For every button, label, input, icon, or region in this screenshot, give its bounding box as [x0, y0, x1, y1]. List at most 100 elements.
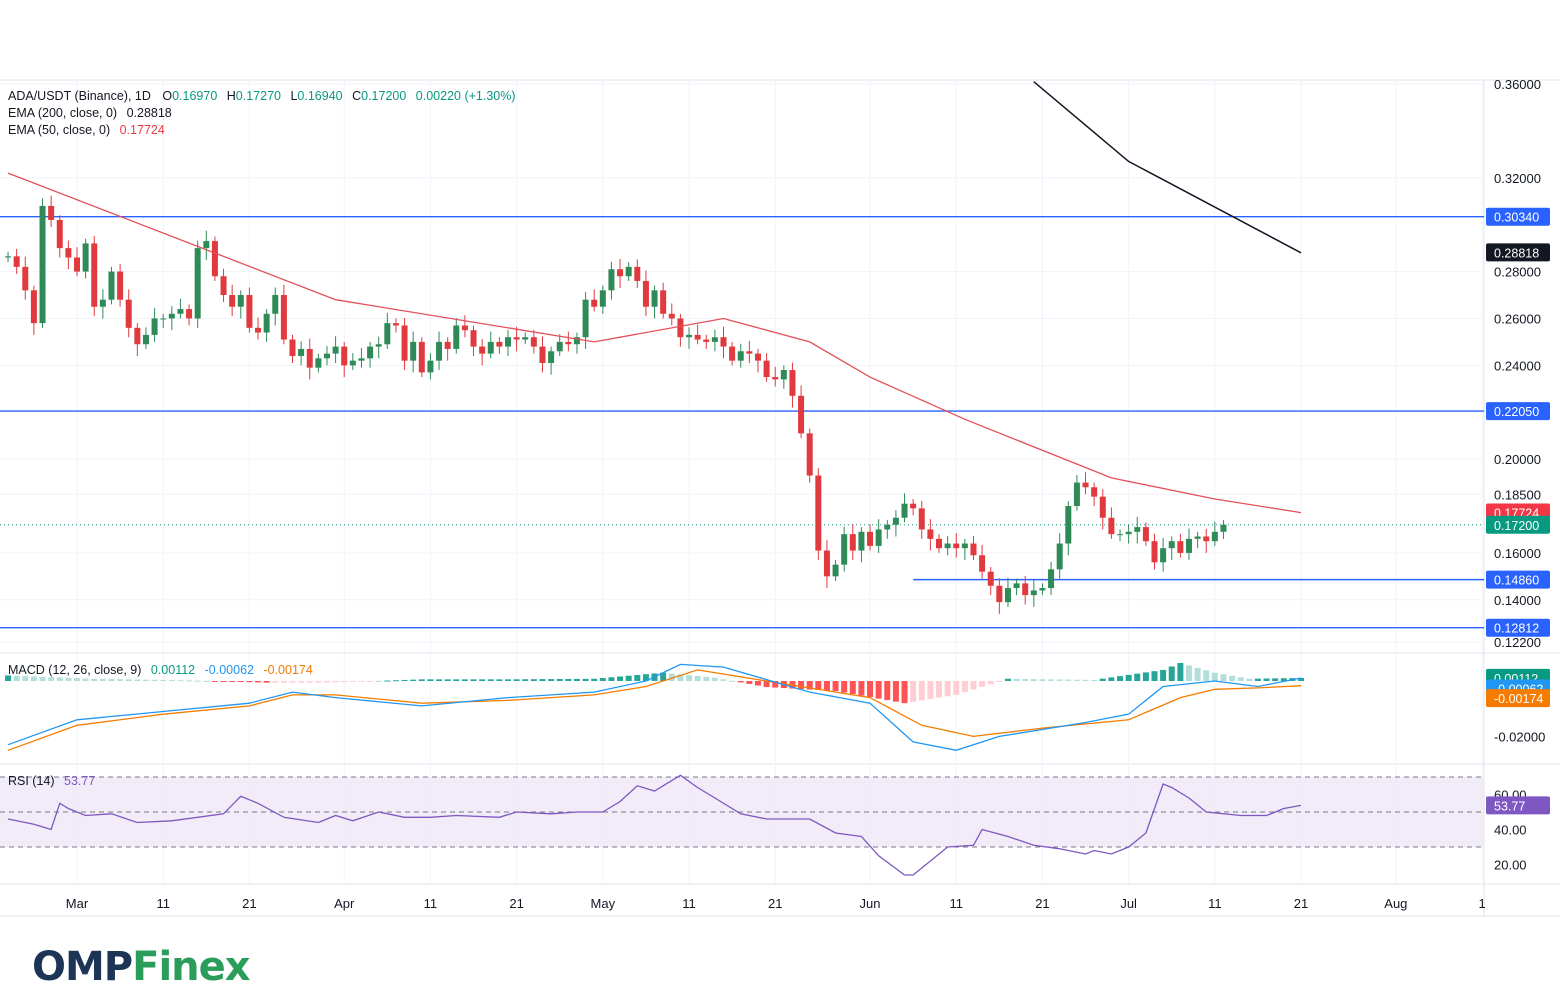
macd-hist-bar — [1013, 678, 1020, 681]
macd-hist-bar — [1056, 679, 1063, 681]
macd-hist-bar — [987, 681, 994, 685]
candle-body — [453, 325, 460, 349]
ema50-line — [7, 172, 1302, 514]
macd-hist-bar — [229, 681, 236, 682]
candle-body — [668, 313, 675, 319]
candle-body — [763, 360, 770, 378]
time-tick-label: May — [591, 896, 616, 911]
candle-body — [160, 318, 167, 320]
candle-body — [530, 337, 537, 347]
macd-hist-bar — [220, 681, 227, 682]
candle-body — [970, 543, 977, 556]
candle-body — [979, 555, 986, 572]
candle-body — [367, 346, 374, 359]
macd-hist-bar — [470, 679, 477, 681]
candle-body — [1004, 588, 1011, 603]
candle-body — [1177, 541, 1184, 553]
macd-hist-bar — [1263, 678, 1270, 681]
candle-body — [229, 295, 236, 307]
ema-lines — [7, 81, 1302, 514]
candle-body — [582, 299, 589, 338]
candle-body — [703, 339, 710, 342]
rsi-legend: RSI (14) 53.77 — [8, 774, 95, 788]
candle-body — [5, 256, 12, 258]
candle-body — [280, 295, 287, 340]
macd-hist-bar — [237, 681, 244, 682]
price-tick-label: 0.12200 — [1494, 635, 1541, 650]
macd-hist-bar — [815, 681, 822, 691]
candle-body — [754, 353, 761, 361]
candle-body — [255, 327, 262, 333]
time-tick-label: 21 — [242, 896, 256, 911]
candle-body — [48, 205, 55, 220]
macd-hist-bar — [479, 679, 486, 681]
candle-body — [858, 531, 865, 551]
macd-hist-bar — [711, 677, 718, 681]
price-tick-label: 0.32000 — [1494, 171, 1541, 186]
rsi-label: RSI (14) — [8, 774, 55, 788]
candle-body — [358, 358, 365, 361]
macd-hist-bar — [134, 679, 141, 681]
candle-body — [418, 341, 425, 373]
macd-hist-bar — [5, 675, 12, 681]
macd-hist-bar — [763, 681, 770, 688]
candle-body — [401, 325, 408, 361]
candle-body — [711, 337, 718, 342]
time-tick-label: 11 — [949, 896, 963, 911]
logo-part-omp: OMP — [32, 944, 133, 990]
candle-body — [737, 351, 744, 361]
time-tick-label: 1 — [1478, 896, 1485, 911]
candle-body — [1134, 527, 1141, 532]
candle-body — [487, 341, 494, 354]
macd-hist-bar — [867, 681, 874, 698]
candle-body — [1022, 583, 1029, 596]
price-tick-label: 0.26000 — [1494, 311, 1541, 326]
candle-body — [1203, 536, 1210, 542]
candle-body — [1117, 534, 1124, 536]
macd-hist-bar — [272, 681, 279, 683]
macd-hist-bar — [82, 678, 89, 681]
macd-hist-bar — [539, 679, 546, 681]
candle-body — [392, 323, 399, 326]
macd-hist-bar — [418, 679, 425, 681]
candle-body — [599, 290, 606, 307]
macd-hist-bar — [160, 679, 167, 681]
macd-hist-bar — [642, 674, 649, 681]
macd-hist-bar — [117, 679, 124, 681]
macd-hist-bar — [401, 679, 408, 681]
candle-body — [1065, 506, 1072, 544]
macd-hist-bar — [772, 681, 779, 688]
macd-hist-bar — [186, 680, 193, 682]
candle-body — [384, 323, 391, 345]
candle-body — [720, 337, 727, 347]
macd-hist-bar — [1168, 666, 1175, 681]
candle-body — [39, 205, 46, 324]
candle-body — [1108, 517, 1115, 535]
macd-hist-bar — [461, 679, 468, 681]
macd-hist-bar — [496, 679, 503, 681]
macd-hist-bar — [108, 679, 115, 681]
macd-hist-bar — [1280, 678, 1287, 681]
macd-hist-bar — [944, 681, 951, 697]
macd-hist-bar — [1298, 677, 1305, 681]
macd-hist-value: 0.00112 — [151, 663, 195, 677]
macd-hist-bar — [410, 679, 417, 681]
rsi-tag-bg — [1486, 796, 1550, 815]
macd-hist-bar — [849, 681, 856, 695]
candle-body — [513, 337, 520, 340]
macd-hist-bar — [737, 681, 744, 683]
macd-hist-bar — [936, 681, 942, 698]
candle-body — [289, 339, 296, 356]
candle-body — [686, 334, 693, 338]
candle-body — [186, 309, 193, 319]
macd-hist-bar — [1142, 672, 1149, 681]
macd-hist-bar — [573, 678, 580, 681]
open-label: O — [162, 89, 172, 103]
macd-hist-bar — [65, 677, 72, 681]
macd-hist-bar — [918, 681, 925, 701]
price-tag-0.17200-bg — [1486, 515, 1550, 534]
candle-body — [1013, 583, 1020, 589]
ema50-value: 0.17724 — [120, 123, 165, 137]
macd-hist-bar — [1048, 679, 1055, 681]
